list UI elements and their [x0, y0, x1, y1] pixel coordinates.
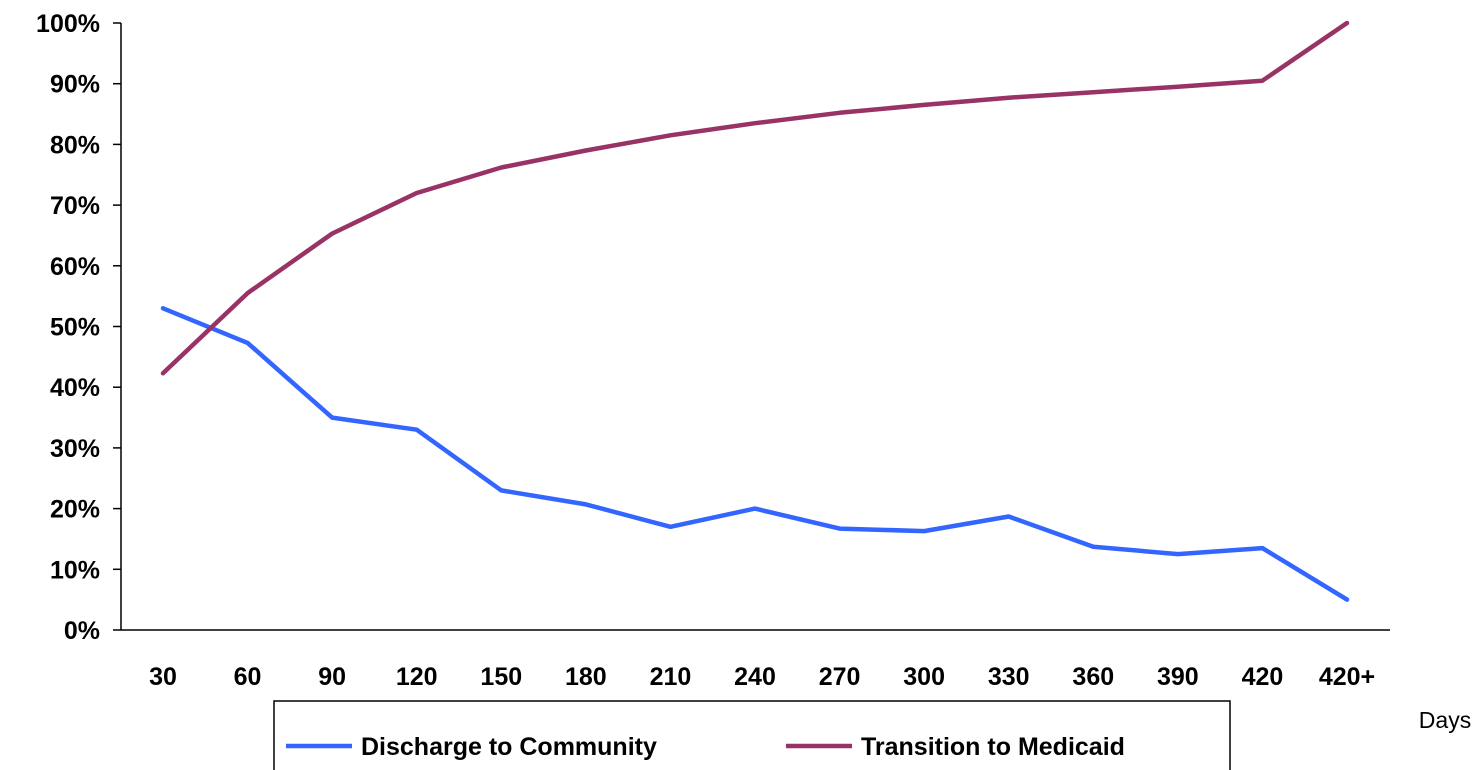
legend-label: Transition to Medicaid — [861, 733, 1125, 761]
y-tick-label: 80% — [50, 131, 100, 159]
data-point — [1260, 546, 1265, 551]
data-point — [583, 502, 588, 507]
series-layer — [160, 20, 1350, 602]
x-tick-label: 270 — [819, 663, 861, 691]
y-tick-label: 40% — [50, 374, 100, 402]
data-point — [837, 526, 842, 531]
data-point — [499, 488, 504, 493]
data-point — [161, 306, 165, 311]
data-point — [414, 427, 419, 432]
data-point — [837, 110, 842, 115]
data-point — [753, 506, 757, 511]
x-tick-label: 360 — [1072, 663, 1114, 691]
x-tick-label: 300 — [903, 663, 945, 691]
x-tick-label: 390 — [1157, 663, 1199, 691]
legend-item: Discharge to Community — [286, 733, 657, 761]
legend-label: Discharge to Community — [361, 733, 657, 761]
data-point — [414, 190, 419, 195]
legend-item: Transition to Medicaid — [786, 733, 1125, 761]
x-tick-label: 150 — [480, 663, 522, 691]
data-point — [1175, 552, 1180, 557]
x-tick-label: 330 — [988, 663, 1030, 691]
x-axis: 30 60 90 120 150 180 210 240 270 300 330 360 390 420 4… — [121, 629, 1390, 691]
x-tick-label: 420+ — [1319, 663, 1375, 691]
x-tick-label: 240 — [734, 663, 776, 691]
data-point — [245, 340, 250, 345]
data-point — [668, 524, 673, 529]
x-tick-label: 30 — [149, 663, 177, 691]
x-tick-label: 60 — [234, 663, 262, 691]
series-line — [160, 20, 1350, 376]
x-tick-label: 120 — [396, 663, 438, 691]
y-axis: 0% 10% 20% 30% 40% 50% 60% 70% 80% 90% 100% — [36, 10, 122, 645]
data-point — [330, 415, 335, 420]
x-tick-label: 420 — [1242, 663, 1284, 691]
data-point — [245, 291, 250, 296]
y-tick-label: 30% — [50, 435, 100, 463]
series-2 — [160, 20, 1350, 376]
data-point — [1091, 544, 1096, 549]
data-point — [1260, 78, 1265, 83]
data-point — [330, 231, 335, 236]
y-tick-label: 90% — [50, 71, 100, 99]
y-tick-label: 10% — [50, 556, 100, 584]
data-point — [583, 148, 588, 153]
legend-box — [273, 700, 1231, 770]
data-point — [1345, 21, 1349, 25]
data-point — [1091, 90, 1096, 95]
x-tick-label: 210 — [650, 663, 692, 691]
data-point — [753, 121, 757, 126]
series-1 — [160, 306, 1350, 602]
data-point — [499, 165, 504, 170]
y-tick-label: 50% — [50, 314, 100, 342]
y-tick-label: 0% — [64, 617, 100, 645]
x-tick-label: 180 — [565, 663, 607, 691]
x-axis-label: Days — [1419, 707, 1471, 733]
x-tick-label: 90 — [318, 663, 346, 691]
data-point — [1345, 597, 1349, 602]
data-point — [161, 371, 165, 376]
data-point — [1175, 84, 1180, 89]
y-tick-label: 20% — [50, 496, 100, 524]
y-tick-label: 70% — [50, 192, 100, 220]
data-point — [922, 102, 927, 107]
y-tick-label: 60% — [50, 253, 100, 281]
data-point — [668, 133, 673, 138]
data-point — [1006, 95, 1011, 100]
data-point — [1006, 514, 1011, 519]
series-line — [160, 306, 1350, 602]
data-point — [922, 529, 927, 534]
legend: Discharge to Community Transition to Medi… — [273, 700, 1231, 770]
y-tick-label: 100% — [36, 10, 100, 38]
